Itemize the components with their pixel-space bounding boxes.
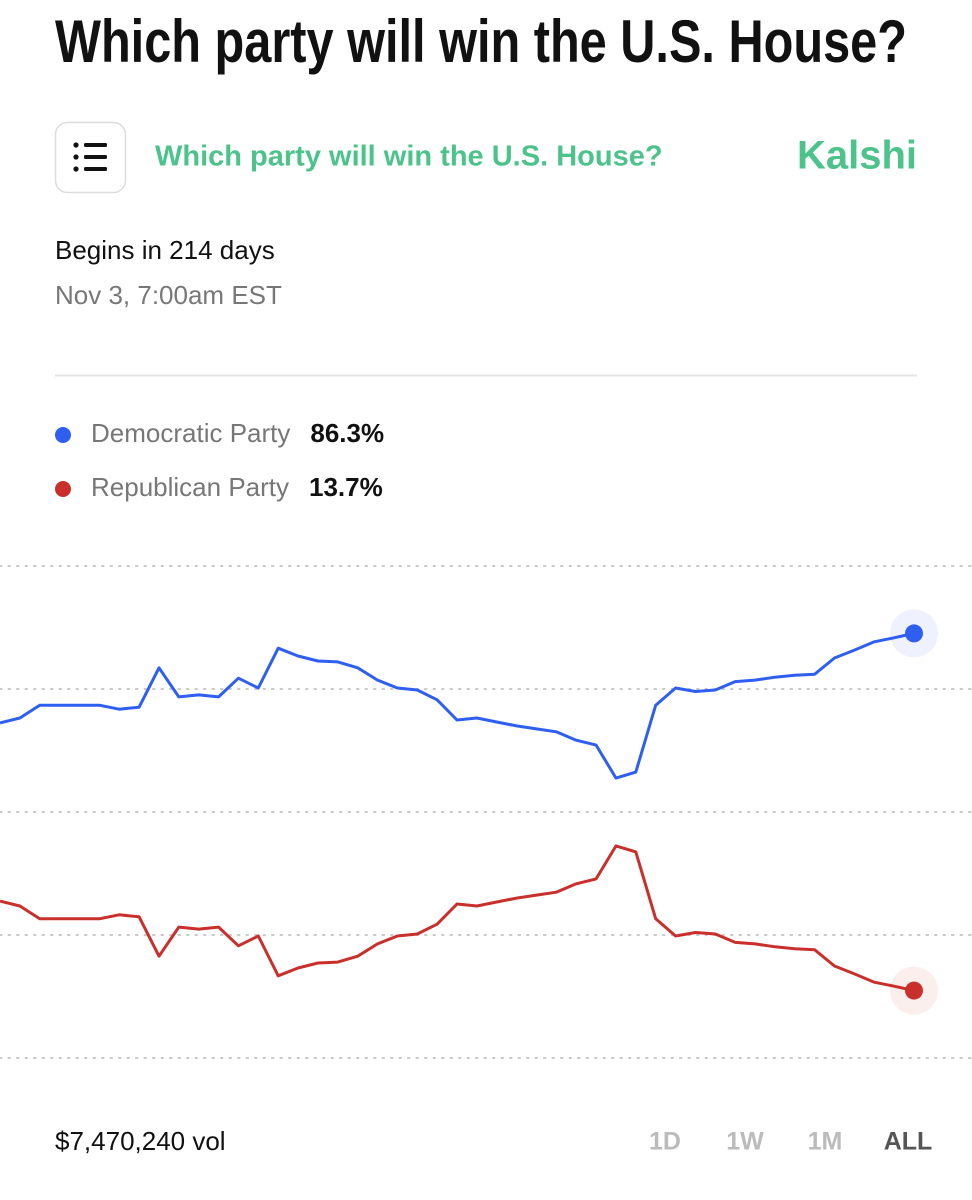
endpoint-dot [905, 624, 923, 643]
range-button[interactable]: 1W [726, 1128, 764, 1156]
menu-icon [73, 142, 107, 172]
endpoint-dot [905, 981, 923, 1000]
date-text: Nov 3, 7:00am EST [55, 280, 282, 310]
legend-name: Democratic Party [91, 418, 290, 448]
legend-value: 13.7% [309, 472, 383, 502]
market-title: Which party will win the U.S. House? [155, 141, 663, 173]
legend-value: 86.3% [310, 418, 384, 448]
range-button[interactable]: ALL [884, 1128, 933, 1156]
series-line [0, 631, 915, 780]
legend-dot [55, 427, 71, 443]
volume-text: $7,470,240 vol [55, 1126, 226, 1156]
page-title: Which party will win the U.S. House? [55, 8, 907, 75]
legend-name: Republican Party [91, 472, 289, 502]
range-button[interactable]: 1D [649, 1128, 681, 1156]
range-button[interactable]: 1M [808, 1128, 843, 1156]
brand-logo: Kalshi [797, 134, 917, 178]
legend-dot [55, 481, 71, 497]
begins-text: Begins in 214 days [55, 235, 275, 265]
series-line [0, 844, 915, 993]
